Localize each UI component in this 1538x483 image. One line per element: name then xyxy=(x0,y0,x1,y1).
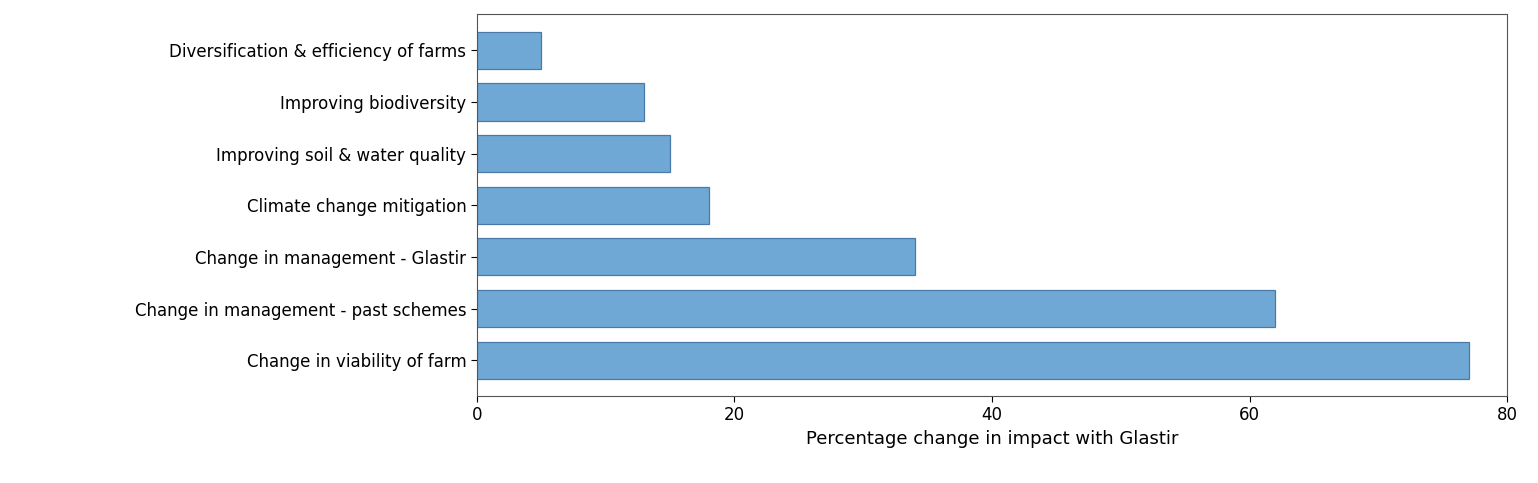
Bar xyxy=(477,32,541,69)
Bar xyxy=(477,290,1275,327)
Bar xyxy=(477,341,1469,379)
Bar xyxy=(477,135,671,172)
Bar xyxy=(477,238,915,275)
Bar xyxy=(477,84,644,121)
Bar xyxy=(477,187,709,224)
X-axis label: Percentage change in impact with Glastir: Percentage change in impact with Glastir xyxy=(806,430,1178,448)
